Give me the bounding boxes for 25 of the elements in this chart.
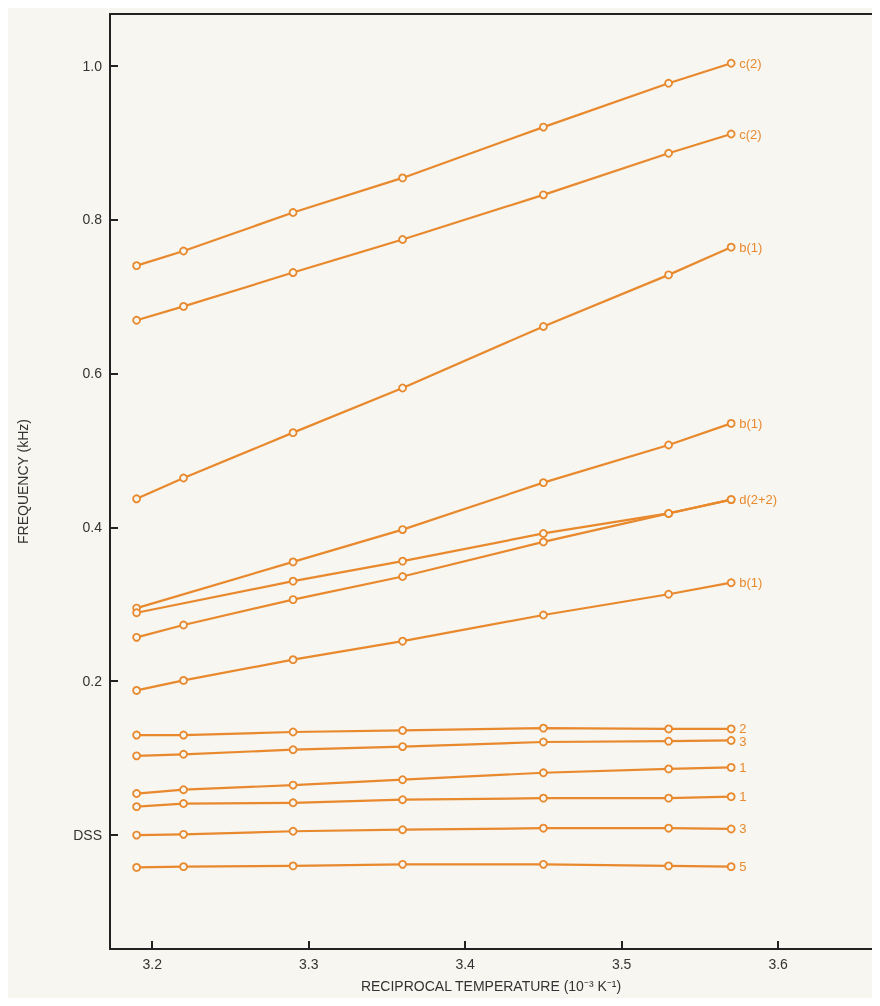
y-tick-label: 1.0 [82,57,103,74]
series-label: 1 [739,789,747,805]
series-label: 3 [739,821,747,837]
series-label: c(2) [739,55,762,71]
series-label: 2 [739,721,747,737]
x-tick-label: 3.6 [768,956,789,972]
y-axis-title: FREQUENCY (kHz) [15,419,31,544]
y-tick-label: DSS [73,827,102,844]
x-tick-label: 3.3 [298,956,319,972]
series-label: b(1) [739,239,763,255]
series-label: 3 [739,734,747,750]
series-label: d(2+2) [739,492,778,508]
x-axis-title: RECIPROCAL TEMPERATURE (10⁻³ K⁻¹) [360,978,622,994]
series-label: c(2) [739,126,762,142]
x-tick-label: 3.4 [455,956,476,972]
series-label: b(1) [739,575,763,591]
series-label: 1 [739,759,747,775]
series-label: b(1) [739,415,763,431]
y-tick-label: 0.6 [82,365,103,382]
y-tick-label: 0.8 [82,211,103,228]
series-label: 5 [739,859,747,875]
x-tick-label: 3.2 [142,956,163,972]
x-tick-label: 3.5 [611,956,632,972]
y-tick-label: 0.4 [82,519,103,536]
y-tick-label: 0.2 [82,673,103,690]
